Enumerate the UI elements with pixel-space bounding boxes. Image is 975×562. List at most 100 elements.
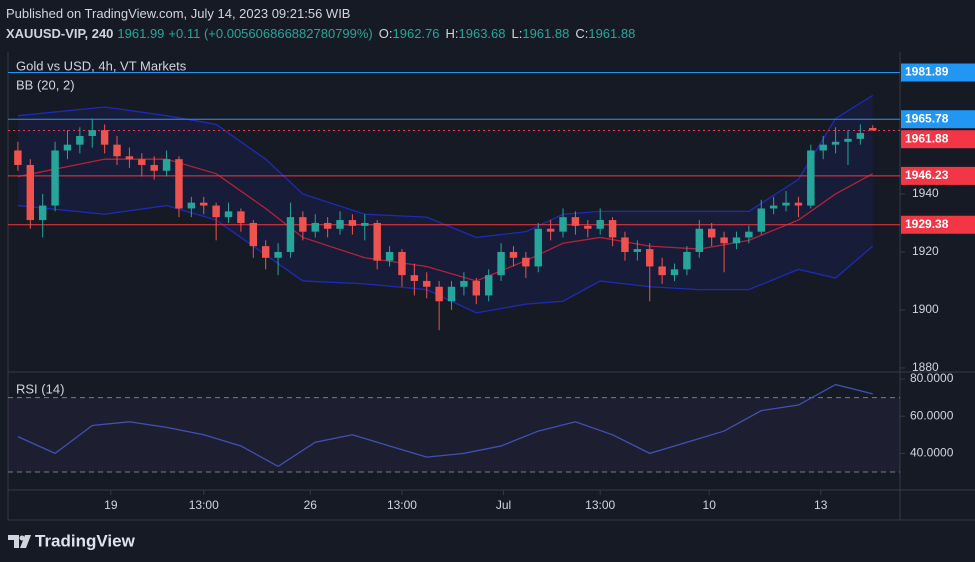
candle-body [633, 249, 642, 252]
price-label: 1981.89 [905, 65, 949, 79]
candle-body [311, 222, 319, 232]
logo-dot [19, 535, 25, 541]
candle-body [261, 246, 270, 258]
candle-body [559, 217, 567, 232]
candle-body [138, 159, 146, 165]
chart-title: Gold vs USD, 4h, VT Markets [16, 58, 187, 73]
candle-body [100, 130, 109, 145]
candle-body [14, 150, 22, 165]
candle-body [125, 156, 134, 160]
candle-body [732, 237, 741, 244]
candle-body [410, 275, 419, 281]
candle-body [224, 211, 233, 218]
candle-body [150, 164, 158, 171]
x-tick-label: 13:00 [387, 498, 417, 512]
candle-body [546, 228, 555, 232]
candle-body [38, 205, 47, 221]
candle-body [608, 220, 617, 238]
y-tick-label: 1880 [912, 360, 939, 374]
candle-body [274, 251, 282, 258]
candle-body [162, 159, 171, 171]
candle-body [794, 202, 803, 206]
candle-body [534, 228, 542, 267]
price-label: 1929.38 [905, 217, 949, 231]
candle-body [484, 275, 493, 296]
rsi-label: RSI (14) [16, 381, 64, 396]
candle-body [88, 130, 96, 136]
candle-body [757, 208, 765, 232]
candle-body [596, 220, 604, 229]
bb-upper [17, 94, 874, 239]
price-label: 1965.78 [905, 111, 949, 125]
candle-body [460, 280, 468, 287]
price-label: 1961.88 [905, 131, 949, 145]
candle-body [769, 205, 778, 209]
logo-icon [8, 535, 31, 548]
label: C: [575, 26, 589, 41]
candle-body [175, 159, 183, 209]
rsi-line [17, 383, 873, 468]
y-tick-label: 1920 [912, 244, 939, 258]
brand: TradingView [35, 531, 136, 550]
published: Published on TradingView.com, July 14, 2… [6, 6, 351, 21]
y-tick-label: 1900 [912, 302, 939, 316]
candle-body [398, 251, 406, 276]
candle-body [584, 225, 592, 229]
candle-body [63, 144, 72, 151]
candle-body [720, 237, 728, 244]
candle-body [707, 228, 716, 238]
candle-body [670, 269, 679, 276]
candle-body [76, 135, 84, 145]
candle-body [844, 138, 852, 142]
price-label-bg [901, 130, 975, 149]
candle-body [336, 220, 344, 229]
price-label: 1946.23 [905, 168, 949, 182]
candle-body [571, 217, 580, 226]
candle-body [26, 164, 35, 221]
candle-body [819, 144, 827, 151]
indicator-label: BB (20, 2) [16, 77, 75, 92]
candle-body [299, 217, 307, 232]
candle-body [373, 222, 381, 261]
candle-body [621, 237, 629, 252]
candle-body [348, 220, 357, 226]
y-tick-label: 80.0000 [910, 371, 954, 385]
price-label-bg [901, 110, 975, 129]
open: 1962.76 [392, 26, 440, 41]
candle-body [745, 231, 753, 238]
close: 1961.88 [588, 26, 636, 41]
candle-body [658, 266, 666, 276]
y-tick-label: 1940 [912, 186, 939, 200]
x-tick-label: 26 [304, 498, 318, 512]
change: +0.11 (+0.005606866882780799%) [168, 26, 373, 41]
candle-body [435, 286, 443, 302]
candle-body [782, 202, 790, 206]
label: O: [378, 26, 393, 41]
last-price: 1961.99 [117, 26, 165, 41]
bb-fill [17, 95, 873, 313]
label: L: [511, 26, 523, 41]
x-tick-label: 13:00 [585, 498, 615, 512]
x-tick-label: 10 [703, 498, 717, 512]
plot-bg [8, 52, 900, 520]
price-label-bg [901, 215, 975, 234]
candle-body [447, 286, 456, 302]
candle-body [831, 141, 840, 145]
y-tick-label: 40.0000 [910, 446, 954, 460]
symbol: XAUUSD-VIP, 240 [6, 26, 114, 41]
candle-body [646, 249, 654, 267]
candle-body [113, 144, 121, 157]
candle-body [522, 257, 530, 267]
candle-body [51, 150, 59, 206]
candle-body [323, 222, 332, 229]
candle-body [187, 202, 196, 209]
candle-body [869, 127, 877, 131]
candle-body [497, 251, 505, 276]
bb-lower [17, 204, 874, 314]
candle-body [385, 251, 394, 261]
label: H: [445, 26, 459, 41]
candle-body [200, 202, 208, 206]
x-tick-label: 19 [104, 498, 118, 512]
candle-body [212, 205, 220, 218]
